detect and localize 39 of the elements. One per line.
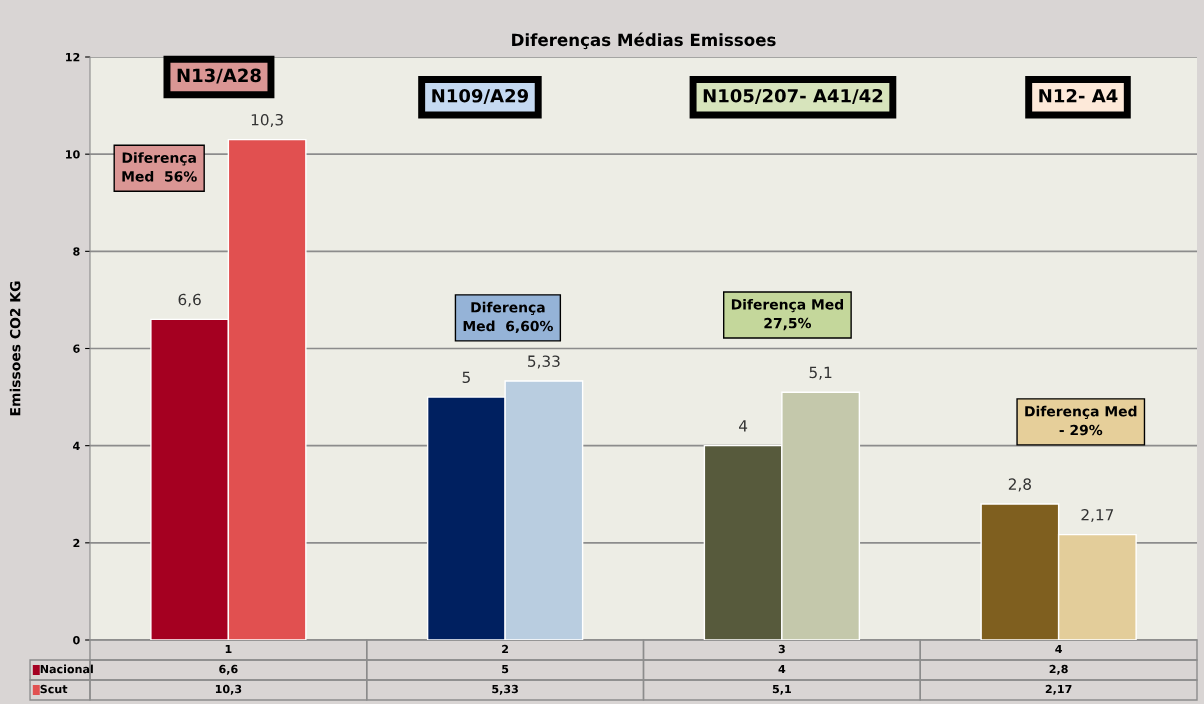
x-tick-label: 3 — [778, 644, 785, 654]
data-label: 10,3 — [215, 684, 242, 695]
data-label: 4 — [778, 664, 786, 674]
text: 5 — [462, 371, 470, 384]
legend-label: Nacional — [40, 664, 93, 674]
y-axis-title: Emissoes CO2 KG — [9, 281, 21, 416]
annotation: N12- A4 — [1039, 88, 1118, 103]
y-tick-label: 4 — [73, 441, 80, 450]
annotation: Diferença Med 6,60% — [463, 301, 553, 334]
text: 2,8 — [1008, 478, 1031, 492]
annotation: Diferença Med - 29% — [1025, 405, 1137, 436]
text: 6,6 — [178, 293, 201, 307]
x-tick-label: 1 — [225, 644, 232, 654]
y-tick-label: 12 — [66, 52, 80, 62]
data-label: 5 — [502, 664, 509, 674]
annotation: N109/A29 — [432, 88, 529, 104]
annotation: N105/207- A41/42 — [703, 88, 883, 104]
annotation: Diferença Med 27,5% — [731, 298, 844, 331]
data-label: 5,1 — [772, 684, 791, 695]
data-label: 2,17 — [1045, 684, 1072, 695]
text: 5,33 — [528, 355, 560, 369]
chart-title: Diferenças Médias Emissoes — [512, 32, 776, 50]
annotation: N13/A28 — [177, 68, 261, 84]
data-label: 2,8 — [1049, 664, 1068, 675]
y-tick-label: 8 — [73, 247, 80, 256]
text: 5,1 — [809, 366, 832, 380]
data-label: 6,6 — [219, 664, 238, 675]
legend-label: Scut — [40, 684, 68, 694]
text: 4 — [739, 420, 748, 432]
y-tick-label: 0 — [73, 635, 80, 645]
text: 10,3 — [251, 113, 283, 128]
y-tick-label: 6 — [73, 344, 80, 353]
annotation: Diferença Med 56% — [122, 152, 197, 182]
x-tick-label: 2 — [502, 644, 509, 654]
y-tick-label: 10 — [66, 150, 80, 159]
text: 2,17 — [1081, 508, 1114, 523]
y-tick-label: 2 — [73, 538, 80, 548]
data-label: 5,33 — [492, 684, 518, 695]
x-tick-label: 4 — [1055, 644, 1062, 654]
